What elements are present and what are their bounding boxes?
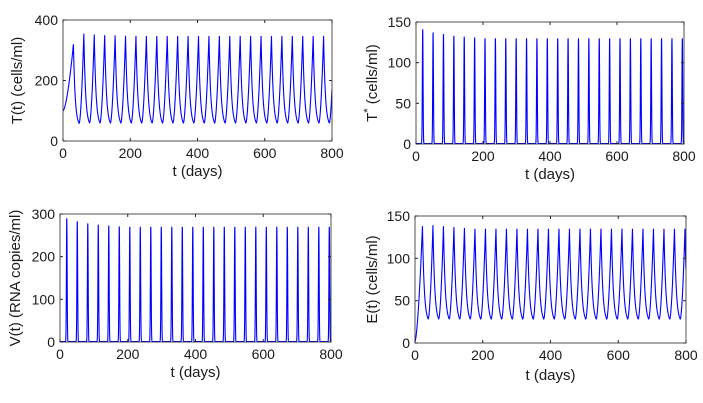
y-tick-label: 400 [35,12,59,28]
y-tick-label: 0 [47,334,55,350]
x-axis-label: t (days) [170,364,220,381]
x-tick-label: 800 [674,347,698,363]
x-tick-label: 800 [672,148,696,164]
x-tick-label: 600 [252,346,276,362]
x-tick-label: 600 [605,148,629,164]
x-tick-label: 0 [56,346,64,362]
x-tick-label: 0 [411,347,419,363]
y-axis-label-superscript: * [362,108,374,113]
series-line-Tstar [416,29,684,144]
x-tick-label: 400 [538,148,562,164]
y-tick-label: 0 [403,136,411,152]
x-tick-label: 400 [184,346,208,362]
plot-box-Tstar [415,21,685,145]
y-tick-label: 0 [50,133,58,149]
x-tick-label: 400 [539,347,563,363]
y-tick-label: 50 [395,95,411,111]
y-tick-label: 150 [387,208,411,224]
x-axis-label: t (days) [172,163,222,180]
x-tick-label: 0 [412,148,420,164]
x-tick-label: 400 [186,145,210,161]
y-tick-label: 0 [402,335,410,351]
y-tick-label: 200 [35,73,59,89]
series-line-V [60,218,331,342]
x-tick-label: 600 [253,145,277,161]
y-tick-label: 300 [32,206,56,222]
y-tick-label: 150 [388,14,412,30]
plot-box-V [59,213,332,343]
subplot-T: 0 200 400 600 800 0 200 400 t (days) T(t) (cells/… [9,12,344,180]
subplot-Tstar: 0 200 400 600 800 0 50 100 150 t (days) T* (cells/… [362,14,696,183]
x-tick-label: 200 [471,347,495,363]
y-axis-label: V(t) (RNA copies/ml) [7,210,24,347]
subplot-V: 0 200 400 600 800 0 100 200 300 t (days) V(t) (RNA… [7,206,343,381]
x-tick-label: 200 [471,148,495,164]
y-tick-label: 100 [388,55,412,71]
y-tick-label: 100 [32,291,56,307]
x-tick-label: 200 [119,145,143,161]
series-line-E [415,225,686,342]
series-line-T [63,33,332,124]
y-axis-label-suffix: (cells/ml) [364,44,381,108]
y-axis-label: E(t) (cells/ml) [364,235,381,323]
x-tick-label: 0 [59,145,67,161]
x-axis-label: t (days) [525,166,575,183]
y-tick-label: 50 [394,293,410,309]
x-axis-label: t (days) [525,367,575,384]
x-tick-label: 600 [607,347,631,363]
y-tick-label: 200 [32,249,56,265]
x-tick-label: 200 [116,346,140,362]
x-tick-label: 800 [320,145,344,161]
x-tick-label: 800 [319,346,343,362]
y-tick-label: 100 [387,250,411,266]
subplot-E: 0 200 400 600 800 0 50 100 150 t (days) E(t) (cell… [364,208,698,384]
y-axis-label: T* (cells/ml) [362,44,381,122]
y-axis-label: T(t) (cells/ml) [9,37,26,124]
